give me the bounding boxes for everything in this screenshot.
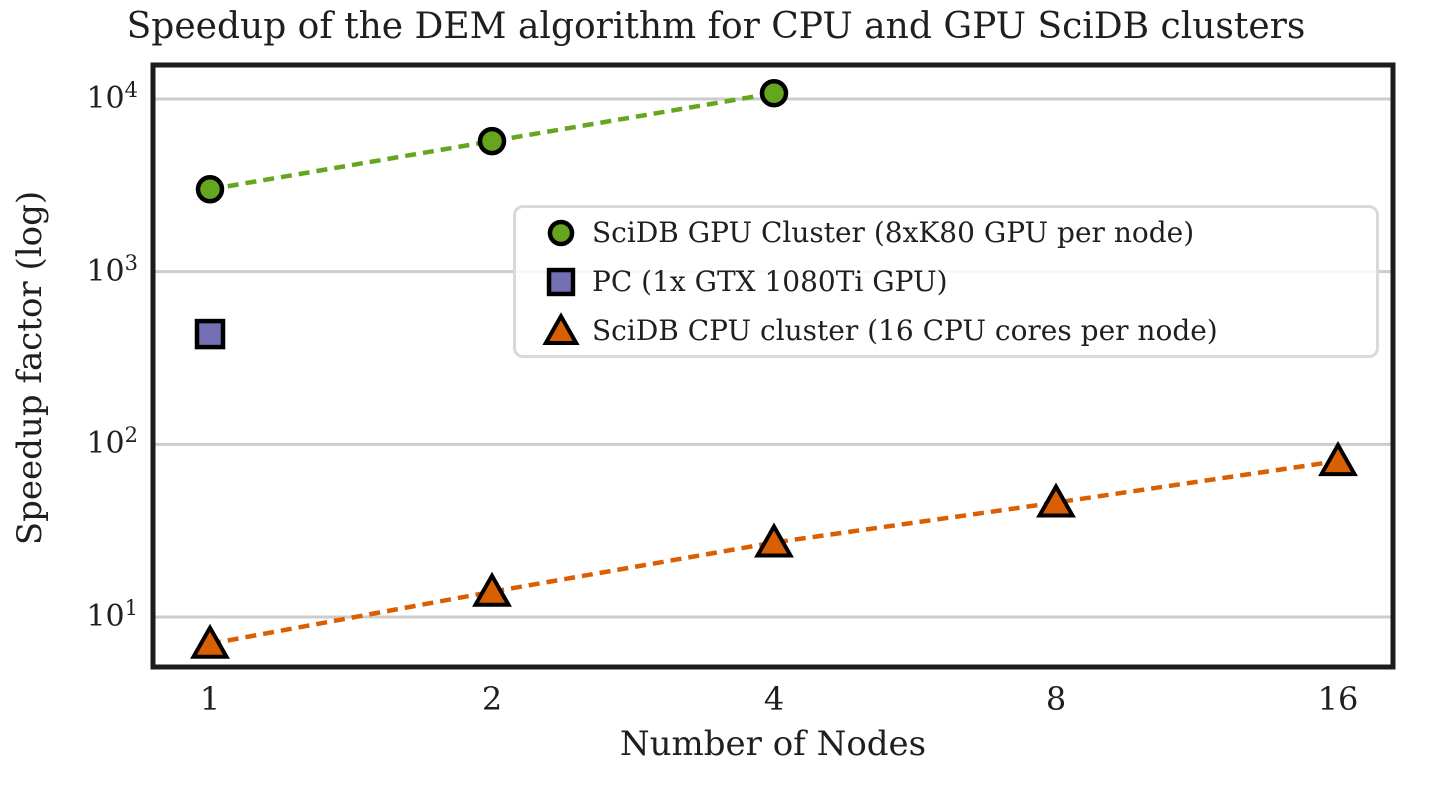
- cpu-cluster-data-point: [754, 522, 794, 558]
- gpu-cluster-data-point: [759, 78, 789, 108]
- cpu-cluster-data-point: [190, 623, 230, 659]
- chart-title: Speedup of the DEM algorithm for CPU and…: [126, 6, 1306, 47]
- legend-item-cpu-cluster: SciDB CPU cluster (16 CPU cores per node…: [538, 306, 1376, 355]
- x-tick-label: 1: [199, 680, 221, 718]
- legend-label: SciDB CPU cluster (16 CPU cores per node…: [592, 314, 1218, 347]
- x-tick-label: 8: [1045, 680, 1067, 718]
- y-tick-label: 101: [86, 596, 138, 638]
- x-tick-label: 2: [481, 680, 503, 718]
- legend-label: SciDB GPU Cluster (8xK80 GPU per node): [592, 216, 1195, 249]
- y-tick-exponent: 4: [124, 77, 138, 102]
- y-tick-exponent: 1: [124, 596, 138, 620]
- y-tick-base: 10: [86, 253, 125, 289]
- y-tick-label: 103: [86, 251, 138, 293]
- y-tick-base: 10: [86, 426, 125, 462]
- triangle-glyph: [542, 311, 580, 345]
- circle-marker-icon: [547, 219, 575, 246]
- y-tick-label: 104: [86, 78, 138, 120]
- y-tick-base: 10: [86, 80, 125, 116]
- y-tick-base: 10: [86, 599, 125, 634]
- y-tick-exponent: 3: [124, 250, 138, 275]
- legend-item-gpu-cluster: SciDB GPU Cluster (8xK80 GPU per node): [538, 208, 1376, 257]
- legend-label: PC (1x GTX 1080Ti GPU): [592, 265, 948, 298]
- cpu-cluster-data-point: [1318, 441, 1358, 477]
- y-axis-label: Speedup factor (log): [10, 190, 50, 546]
- square-marker-icon: [546, 267, 576, 296]
- cpu-cluster-data-point: [1036, 482, 1076, 518]
- legend-item-pc: PC (1x GTX 1080Ti GPU): [538, 257, 1376, 306]
- gpu-cluster-data-point: [477, 126, 507, 156]
- circle-glyph: [547, 219, 575, 246]
- x-tick-label: 16: [1317, 680, 1359, 718]
- square-glyph: [546, 267, 576, 296]
- gpu-cluster-trend-line: [209, 91, 775, 192]
- y-tick-exponent: 2: [124, 423, 138, 448]
- triangle-marker-icon: [542, 311, 580, 345]
- legend: SciDB GPU Cluster (8xK80 GPU per node) P…: [513, 205, 1379, 358]
- y-tick-label: 102: [86, 423, 138, 465]
- x-tick-label: 4: [763, 680, 785, 718]
- plot-frame: [150, 62, 1396, 670]
- gpu-cluster-data-point: [195, 175, 225, 204]
- x-axis-label: Number of Nodes: [619, 724, 927, 764]
- pc-data-point: [194, 318, 226, 350]
- cpu-cluster-data-point: [472, 571, 512, 607]
